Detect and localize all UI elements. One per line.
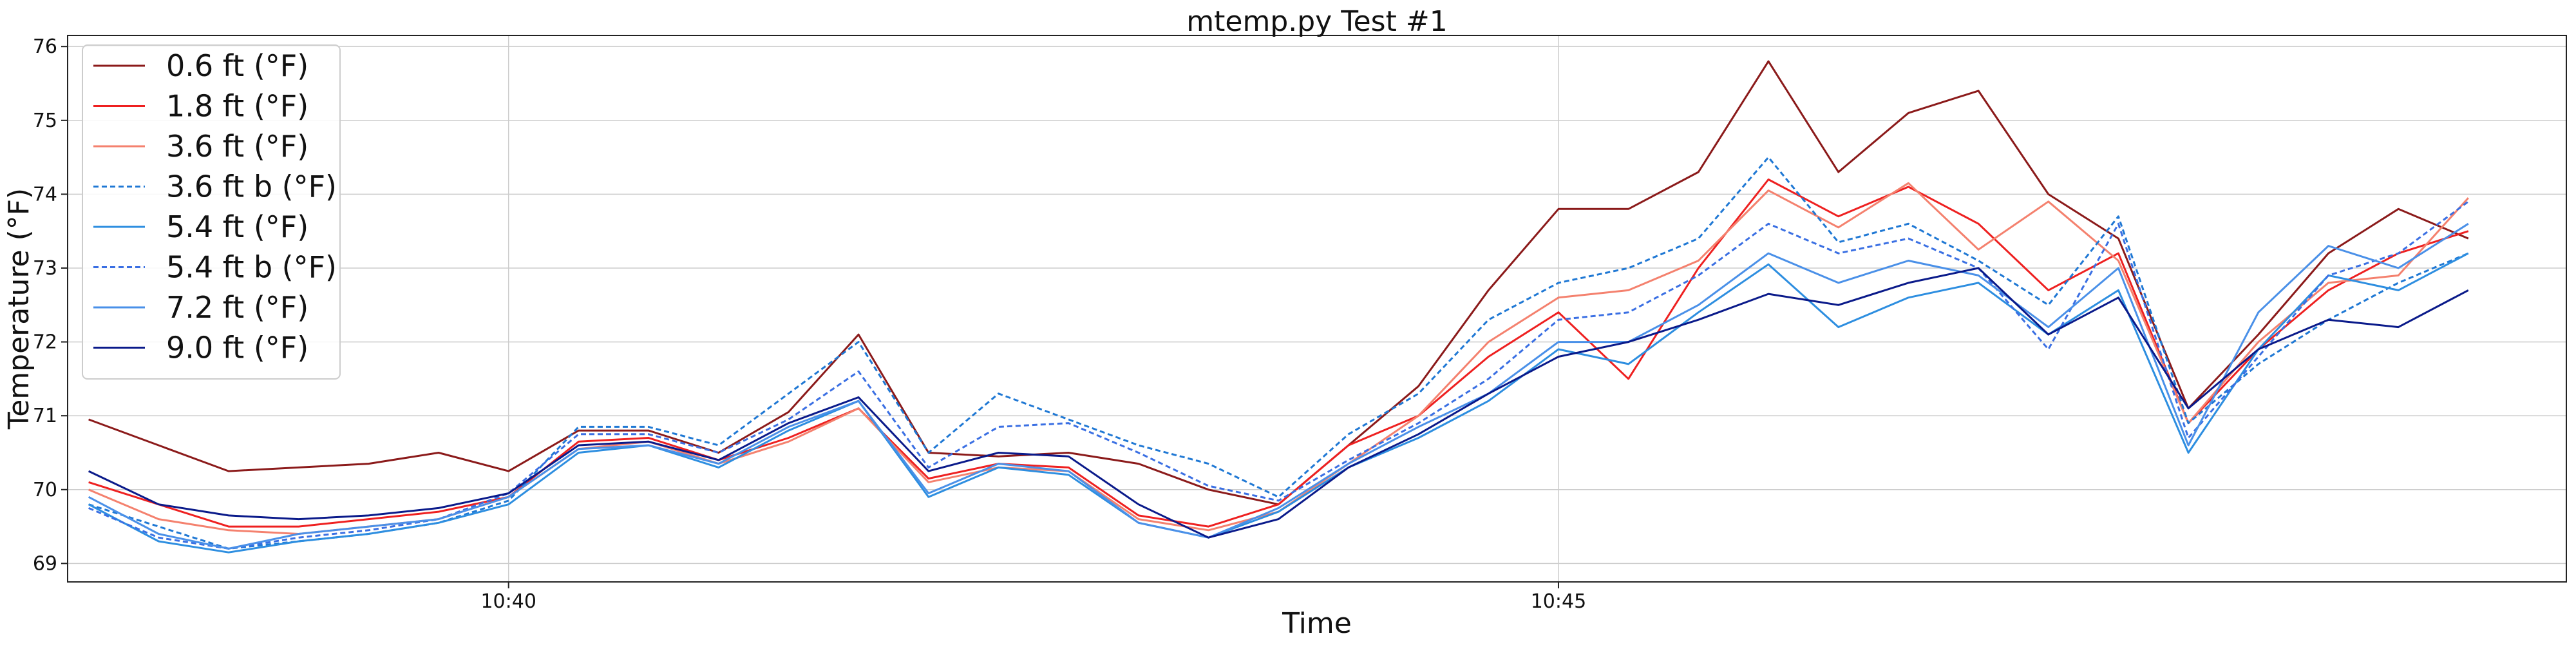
series-line-4 [88, 156, 2469, 550]
y-tick-label: 73 [33, 257, 57, 280]
plot-area-frame [67, 35, 2567, 583]
legend-label: 7.2 ft (°F) [166, 290, 308, 325]
legend-label: 0.6 ft (°F) [166, 48, 308, 83]
legend-label: 1.8 ft (°F) [166, 89, 308, 124]
y-tick-label: 72 [33, 331, 57, 354]
y-tick-label: 75 [33, 110, 57, 132]
legend-label: 9.0 ft (°F) [166, 331, 308, 365]
grid [68, 35, 2566, 582]
legend-label: 3.6 ft (°F) [166, 129, 308, 164]
series-line-1 [88, 60, 2469, 506]
y-tick-label: 71 [33, 405, 57, 427]
y-axis-label: Temperature (°F) [3, 188, 35, 430]
y-tick-label: 70 [33, 479, 57, 501]
x-tick-label: 10:45 [1531, 590, 1586, 613]
chart-title: mtemp.py Test #1 [1186, 5, 1447, 38]
series-line-7 [88, 222, 2469, 550]
series-line-2 [88, 179, 2469, 528]
axis-ticks: 69 70 71 72 73 74 75 76 10:40 10:45 [33, 35, 1586, 613]
legend-box [82, 44, 341, 380]
series-line-6 [88, 200, 2469, 550]
legend: 0.6 ft (°F) 1.8 ft (°F) 3.6 ft (°F) 3.6 ft … [82, 44, 341, 380]
y-tick-label: 69 [33, 552, 57, 575]
legend-label: 3.6 ft b (°F) [166, 169, 337, 204]
series-line-8 [88, 267, 2469, 539]
y-tick-label: 76 [33, 35, 57, 58]
legend-label: 5.4 ft b (°F) [166, 250, 337, 285]
x-axis-label: Time [1282, 607, 1352, 640]
y-tick-label: 74 [33, 183, 57, 206]
series-lines [88, 60, 2469, 554]
legend-label: 5.4 ft (°F) [166, 209, 308, 244]
series-line-5 [88, 252, 2469, 554]
x-tick-label: 10:40 [480, 590, 536, 613]
